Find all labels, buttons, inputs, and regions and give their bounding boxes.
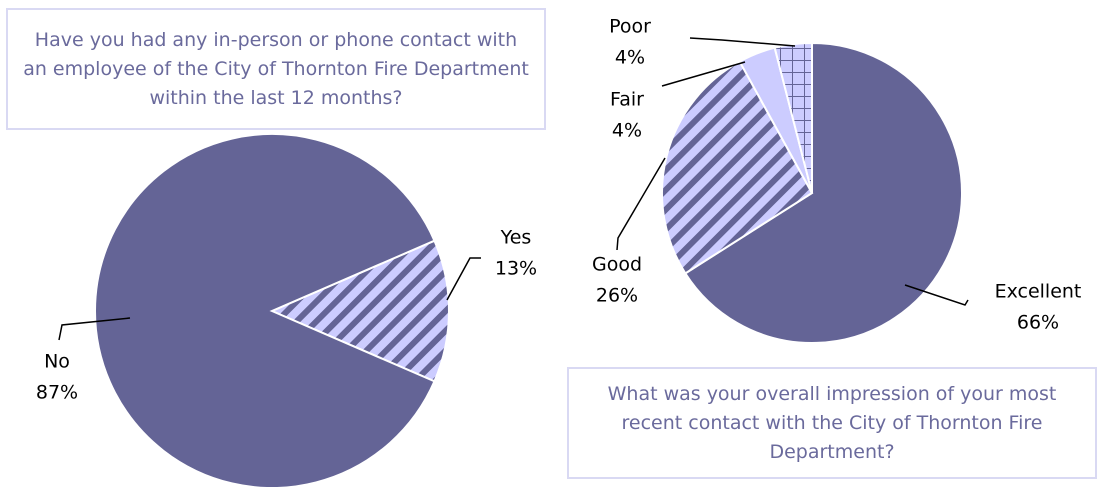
slice-value-label: 4% (615, 47, 645, 69)
leader-line (616, 157, 666, 251)
leader-line (58, 317, 131, 341)
slice-label: No (44, 351, 70, 373)
slice-value-label: 26% (596, 285, 638, 307)
pie-slice (661, 60, 814, 275)
pie-slice (94, 133, 436, 487)
slice-value-label: 66% (1017, 312, 1059, 334)
slice-label: Excellent (995, 281, 1082, 303)
slice-label: Poor (609, 16, 651, 38)
pie-slice (683, 41, 963, 344)
question-box: Have you had any in-person or phone cont… (6, 8, 546, 130)
slice-label: Yes (500, 227, 532, 249)
pie-slice (269, 239, 450, 383)
pie-slice (773, 41, 813, 194)
slice-value-label: 87% (36, 382, 78, 404)
slice-label: Fair (610, 89, 644, 111)
leader-line (446, 257, 481, 301)
slice-value-label: 13% (495, 258, 537, 280)
leader-line (689, 37, 796, 47)
question-box: What was your overall impression of your… (567, 367, 1097, 479)
slice-label: Good (592, 254, 642, 276)
leader-line (661, 61, 746, 87)
leader-line (904, 284, 969, 306)
slice-value-label: 4% (612, 120, 642, 142)
